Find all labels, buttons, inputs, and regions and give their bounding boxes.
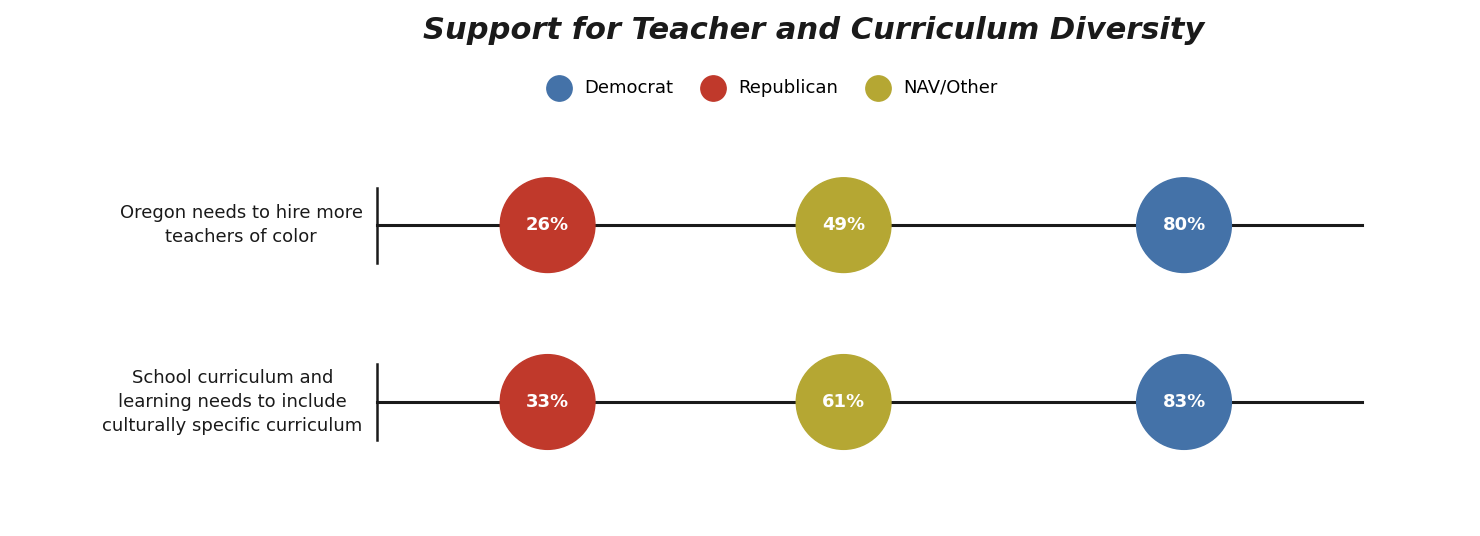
Text: School curriculum and
learning needs to include
culturally specific curriculum: School curriculum and learning needs to … — [102, 369, 363, 435]
Text: 83%: 83% — [1162, 393, 1206, 411]
Text: Oregon needs to hire more
teachers of color: Oregon needs to hire more teachers of co… — [120, 204, 363, 246]
Text: Support for Teacher and Curriculum Diversity: Support for Teacher and Curriculum Diver… — [423, 16, 1205, 45]
Text: 33%: 33% — [525, 393, 570, 411]
Legend: Democrat, Republican, NAV/Other: Democrat, Republican, NAV/Other — [536, 73, 1003, 102]
Text: 26%: 26% — [525, 216, 570, 234]
Text: 49%: 49% — [821, 216, 866, 234]
Text: 80%: 80% — [1162, 216, 1206, 234]
Text: 61%: 61% — [821, 393, 866, 411]
